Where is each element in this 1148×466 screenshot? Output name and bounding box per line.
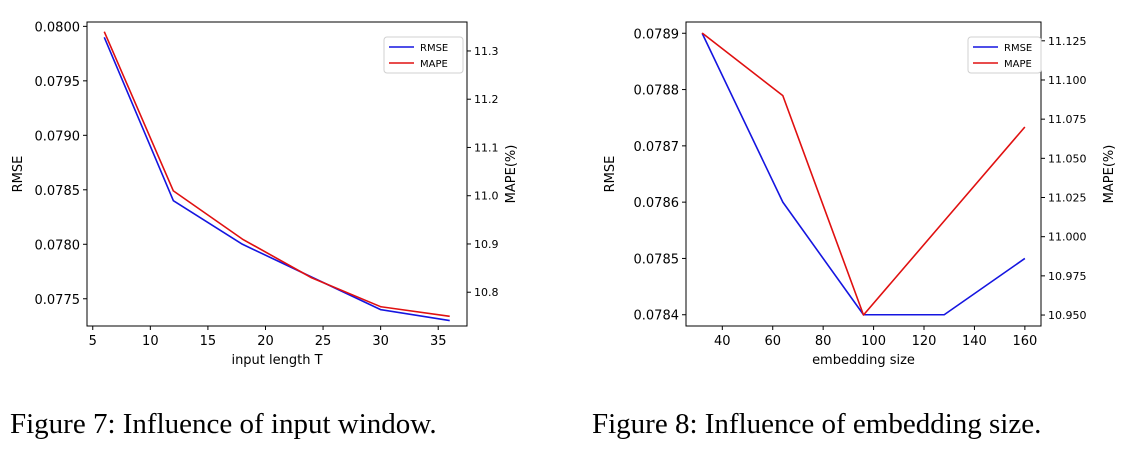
- figure-7-caption: Figure 7: Influence of input window.: [10, 408, 437, 440]
- y2-tick-label: 11.025: [1048, 192, 1087, 205]
- x-tick-label: 15: [200, 334, 217, 349]
- legend-label-mape: MAPE: [420, 59, 448, 70]
- x-tick-label: 40: [714, 334, 731, 349]
- x-tick-label: 160: [1012, 334, 1037, 349]
- x-tick-label: 25: [315, 334, 332, 349]
- plot-frame: [86, 21, 468, 327]
- x-tick-label: 5: [89, 334, 97, 349]
- legend-label-mape: MAPE: [1004, 59, 1032, 70]
- y2-tick-label: 11.0: [474, 190, 499, 203]
- y-tick-label: 0.0785: [634, 252, 680, 267]
- y-tick-label: 0.0775: [35, 293, 81, 308]
- y2-tick-label: 10.8: [474, 286, 499, 299]
- y2-axis-label: MAPE(%): [1102, 145, 1117, 204]
- y2-tick-label: 11.125: [1048, 35, 1087, 48]
- y2-tick-label: 11.050: [1048, 152, 1087, 165]
- y-tick-label: 0.0790: [35, 129, 81, 144]
- x-tick-label: 100: [861, 334, 886, 349]
- legend-box: [383, 36, 464, 74]
- y-tick-label: 0.0787: [634, 140, 680, 155]
- y2-axis-label: MAPE(%): [504, 145, 519, 204]
- x-tick-label: 60: [764, 334, 781, 349]
- y-axis-label: RMSE: [603, 156, 618, 193]
- x-axis-label: input length T: [231, 353, 322, 368]
- y2-tick-label: 10.975: [1048, 270, 1087, 283]
- y2-tick-label: 11.000: [1048, 231, 1087, 244]
- y-tick-label: 0.0785: [35, 184, 81, 199]
- plot-frame: [685, 21, 1042, 327]
- y2-tick-label: 11.100: [1048, 74, 1087, 87]
- y-axis-label: RMSE: [11, 156, 26, 193]
- y2-tick-label: 11.2: [474, 93, 499, 106]
- y-tick-label: 0.0780: [35, 238, 81, 253]
- y2-tick-label: 10.9: [474, 238, 499, 251]
- legend-label-rmse: RMSE: [1004, 43, 1032, 54]
- y-tick-label: 0.0789: [634, 27, 680, 42]
- legend-box: [967, 36, 1042, 74]
- figure-8-caption: Figure 8: Influence of embedding size.: [592, 408, 1042, 440]
- x-tick-label: 80: [815, 334, 832, 349]
- x-tick-label: 140: [962, 334, 987, 349]
- x-tick-label: 120: [912, 334, 937, 349]
- y2-tick-label: 11.075: [1048, 113, 1087, 126]
- legend-label-rmse: RMSE: [420, 43, 448, 54]
- x-tick-label: 20: [257, 334, 274, 349]
- series-line-rmse: [103, 36, 450, 322]
- x-tick-label: 30: [372, 334, 389, 349]
- y-tick-label: 0.0786: [634, 196, 680, 211]
- y2-tick-label: 11.3: [474, 45, 499, 58]
- y-tick-label: 0.0800: [35, 20, 81, 35]
- x-axis-label: embedding size: [812, 353, 915, 368]
- y-tick-label: 0.0788: [634, 84, 680, 99]
- series-line-mape: [701, 32, 1026, 316]
- y2-tick-label: 10.950: [1048, 309, 1087, 322]
- series-line-mape: [103, 31, 450, 318]
- y-tick-label: 0.0784: [634, 309, 680, 324]
- series-line-rmse: [701, 32, 1026, 316]
- x-tick-label: 35: [430, 334, 447, 349]
- x-tick-label: 10: [142, 334, 159, 349]
- y2-tick-label: 11.1: [474, 141, 499, 154]
- y-tick-label: 0.0795: [35, 75, 81, 90]
